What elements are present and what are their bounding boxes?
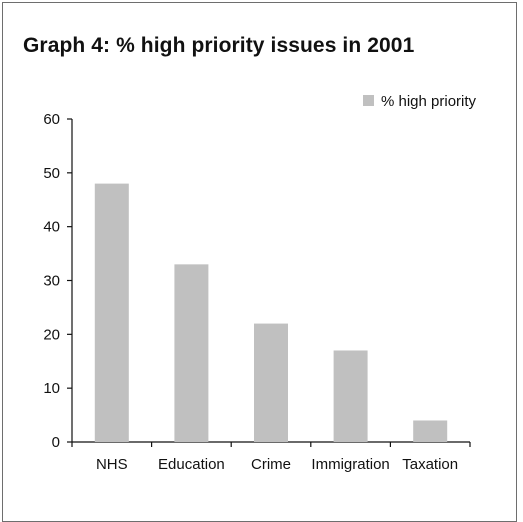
y-tick-label: 60 [43,111,60,128]
x-tick-label: Immigration [311,456,389,473]
bar-immigration [333,350,368,442]
bar-education [174,264,209,442]
x-axis: NHS Education Crime Immigration Taxation [71,441,471,473]
x-tick-label: Education [158,456,225,473]
chart-title: Graph 4: % high priority issues in 2001 [23,34,415,57]
bar-taxation [413,420,448,442]
y-tick-label: 0 [52,434,60,451]
x-tick-label: Taxation [402,456,458,473]
legend-swatch [363,95,374,106]
bars [94,183,448,442]
y-tick-label: 30 [43,273,60,290]
bar-nhs [94,183,129,442]
x-tick-label: NHS [96,456,128,473]
y-tick-label: 50 [43,165,60,182]
bar-crime [254,323,288,442]
y-tick-label: 20 [43,326,60,343]
y-tick-label: 40 [43,219,60,236]
legend: % high priority [363,93,477,110]
legend-label: % high priority [381,93,477,110]
y-tick-label: 10 [43,380,60,397]
y-axis: 0 10 20 30 40 50 60 [43,111,73,451]
x-tick-label: Crime [251,456,291,473]
